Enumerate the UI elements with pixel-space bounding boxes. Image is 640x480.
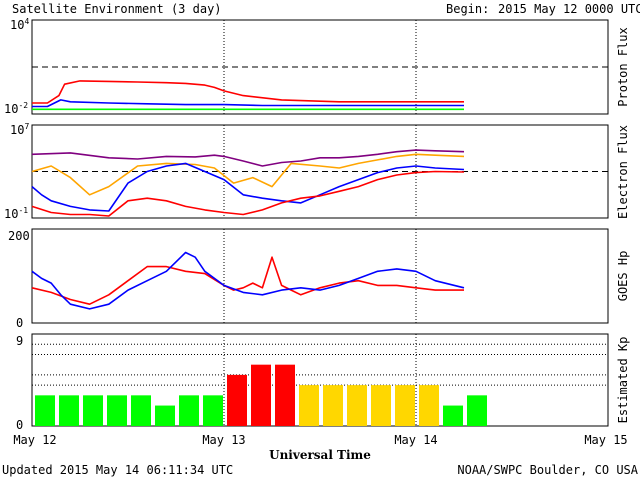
- kp-bar: [371, 385, 391, 426]
- kp-bar: [251, 364, 271, 426]
- kp-bar: [275, 364, 295, 426]
- kp-bar: [347, 385, 367, 426]
- kp-bar: [443, 405, 463, 426]
- xtick-may-12: May 12: [13, 433, 56, 447]
- xtick-may-15: May 15: [584, 433, 627, 447]
- kp-bar: [203, 395, 223, 426]
- electron-ylabel: Electron Flux: [616, 125, 630, 219]
- kp-bar: [35, 395, 55, 426]
- updated-timestamp: Updated 2015 May 14 06:11:34 UTC: [2, 463, 233, 477]
- kp-bar: [227, 374, 247, 426]
- kp-panel-frame: [31, 333, 609, 427]
- kp-bar: [323, 385, 343, 426]
- kp-bar: [155, 405, 175, 426]
- electron-series-0: [31, 149, 465, 167]
- kp-bar: [107, 395, 127, 426]
- hp-panel-frame: [31, 228, 609, 324]
- begin-label: Begin:: [446, 2, 489, 16]
- kp-ytick-top: 9: [16, 334, 23, 348]
- kp-bar: [467, 395, 487, 426]
- electron-ytick-top: 107: [10, 122, 29, 137]
- kp-bar: [131, 395, 151, 426]
- xtick-may-13: May 13: [202, 433, 245, 447]
- credit-text: NOAA/SWPC Boulder, CO USA: [457, 463, 638, 477]
- hp-series-0: [31, 256, 464, 306]
- proton-series-0: [32, 80, 464, 104]
- kp-bar: [83, 395, 103, 426]
- proton-ylabel: Proton Flux: [616, 27, 630, 106]
- proton-ytick-bottom: 10-2: [4, 101, 28, 116]
- x-axis-label: Universal Time: [269, 448, 371, 462]
- electron-series-2: [31, 162, 465, 212]
- electron-series-1: [31, 153, 465, 196]
- kp-bar: [419, 385, 439, 426]
- begin-value: 2015 May 12 0000 UTC: [498, 2, 640, 16]
- hp-ylabel: GOES Hp: [616, 251, 630, 302]
- chart-title: Satellite Environment (3 day): [12, 2, 222, 16]
- electron-ytick-bottom: 10-1: [4, 206, 28, 221]
- hp-ytick-bottom: 0: [16, 316, 23, 330]
- plot-layer: [31, 20, 608, 426]
- kp-bar: [395, 385, 415, 426]
- kp-bar: [299, 385, 319, 426]
- kp-ylabel: Estimated Kp: [616, 337, 630, 424]
- electron-series-3: [31, 170, 465, 217]
- kp-ytick-bottom: 0: [16, 418, 23, 432]
- hp-series-1: [31, 251, 465, 310]
- kp-bar: [59, 395, 79, 426]
- proton-ytick-top: 104: [10, 17, 29, 32]
- proton-series-1: [32, 99, 464, 108]
- xtick-may-14: May 14: [394, 433, 437, 447]
- hp-ytick-top: 200: [8, 229, 30, 243]
- proton-panel-frame: [31, 19, 609, 115]
- electron-panel-frame: [31, 124, 609, 219]
- kp-bar: [179, 395, 199, 426]
